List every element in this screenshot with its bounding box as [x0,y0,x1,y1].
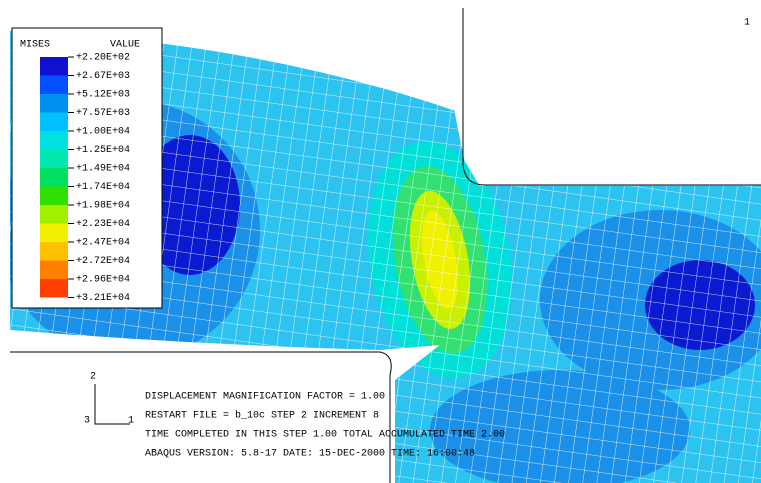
legend-swatch [40,131,68,150]
triad-label: 2 [90,372,96,383]
legend-swatch [40,75,68,94]
info-line: RESTART FILE = b_10c STEP 2 INCREMENT 8 [145,410,379,422]
legend-label: +5.12E+03 [76,90,130,101]
legend-box [11,27,163,309]
info-line: TIME COMPLETED IN THIS STEP 1.00 TOTAL A… [145,430,505,441]
rigid-surface [10,351,392,483]
info-line: ABAQUS VERSION: 5.8-17 DATE: 15-DEC-2000… [145,449,475,460]
legend-label: +1.74E+04 [76,182,130,193]
legend-swatch [40,168,68,187]
legend-swatch [40,94,68,113]
legend-swatch [40,223,68,242]
legend-label: +7.57E+03 [76,108,130,119]
legend-label: +1.00E+04 [76,127,130,138]
legend-label: +2.23E+04 [76,219,130,230]
legend-title: MISES [20,40,50,51]
legend-swatch [40,205,68,224]
info-line: DISPLACEMENT MAGNIFICATION FACTOR = 1.00 [145,392,385,403]
legend-swatch [40,186,68,205]
legend-label: +3.21E+04 [76,293,130,304]
legend-swatch [40,242,68,261]
triad: 2 3 1 [84,372,134,427]
triad-label: 1 [128,416,134,427]
legend-swatch [40,112,68,131]
triad-label: 3 [84,416,90,427]
legend-label: +1.49E+04 [76,164,130,175]
info-block: DISPLACEMENT MAGNIFICATION FACTOR = 1.00… [145,392,505,460]
viewport-label: 1 [744,18,750,29]
rigid-surface [462,8,761,186]
legend-header: VALUE [110,40,140,51]
legend-label: +2.96E+04 [76,275,130,286]
legend-swatch [40,260,68,279]
legend-swatch [40,149,68,168]
legend-swatch [40,57,68,76]
legend-label: +2.47E+04 [76,238,130,249]
legend-label: +1.25E+04 [76,145,130,156]
legend-label: +2.67E+03 [76,71,130,82]
legend-label: +2.72E+04 [76,256,130,267]
legend: MISES VALUE +2.20E+02 +2.67E+03 +5.12E+03 +… [11,27,163,309]
legend-label: +2.20E+02 [76,53,130,64]
legend-swatch [40,279,68,298]
legend-label: +1.98E+04 [76,201,130,212]
